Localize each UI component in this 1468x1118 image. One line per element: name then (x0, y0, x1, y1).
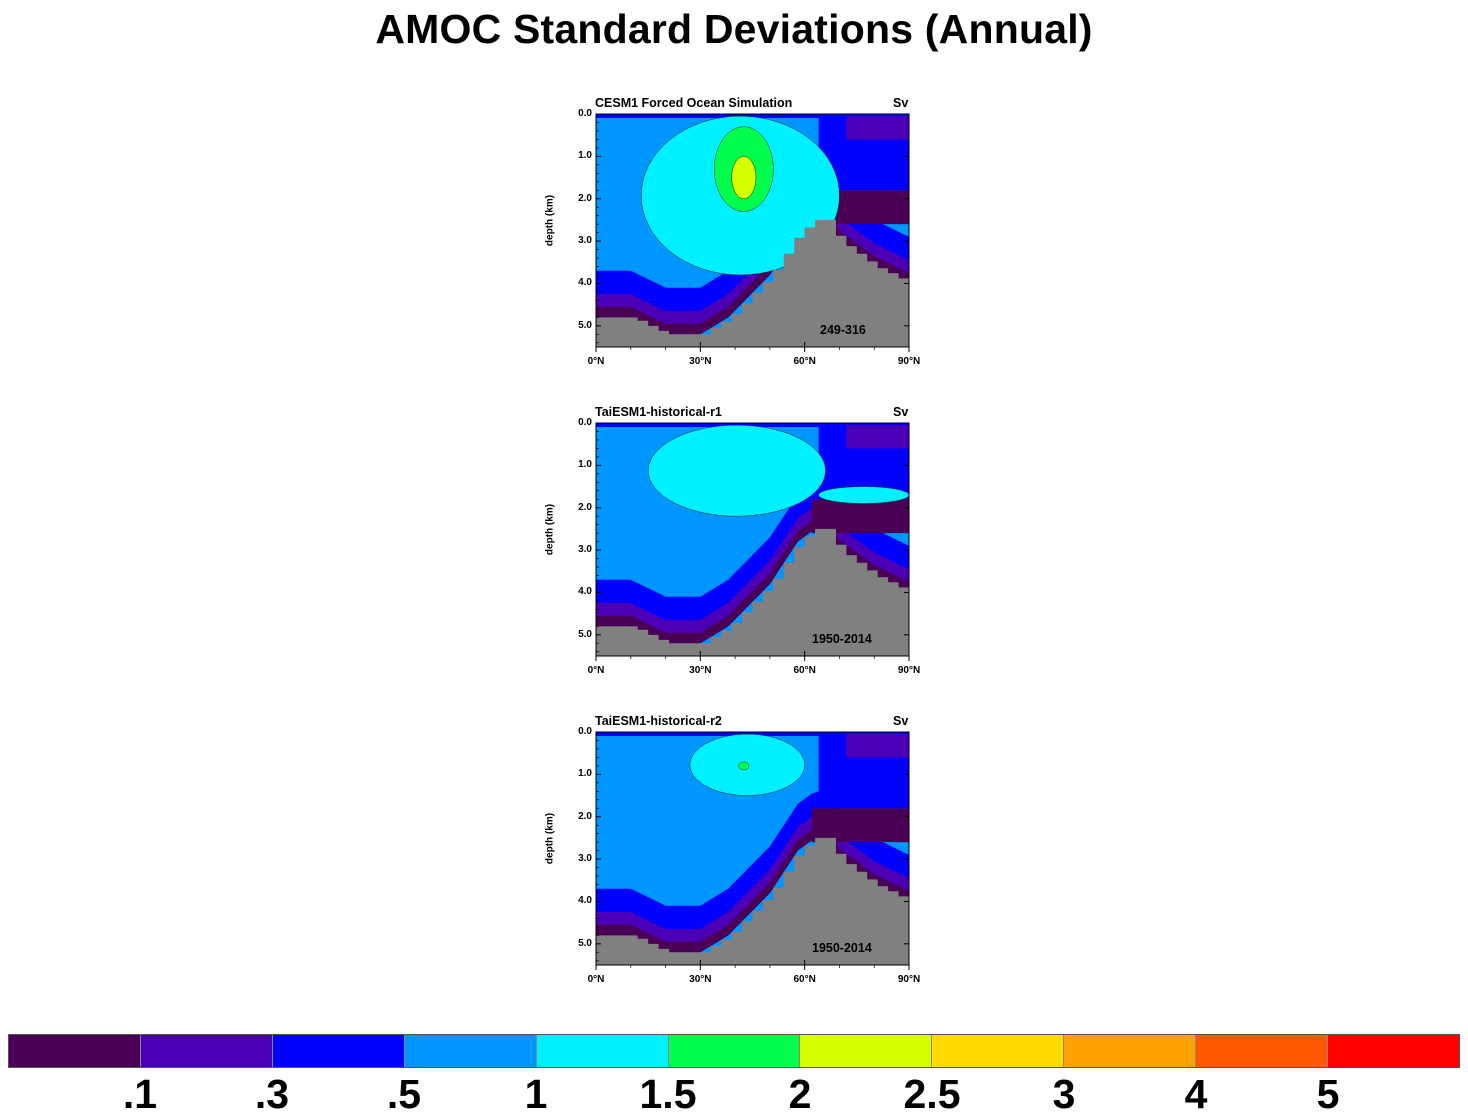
xtick-label: 60°N (793, 974, 816, 985)
colorbar-box (272, 1035, 405, 1067)
xtick-label: 0°N (587, 356, 605, 367)
ytick-label: 1.0 (578, 459, 592, 471)
ytick-label: 4.0 (578, 586, 592, 598)
north-deep-block (811, 499, 909, 534)
panel-years: 1950-2014 (812, 632, 872, 646)
colorbar-box (932, 1035, 1065, 1067)
north-surface-block (846, 425, 909, 449)
y-axis-label: depth (km) (544, 194, 556, 247)
north-deep-block (811, 808, 909, 843)
ytick-label: 2.0 (578, 192, 592, 204)
colorbar-box (9, 1035, 141, 1067)
colorbar-box (404, 1035, 537, 1067)
ytick-label: 0.0 (578, 417, 592, 428)
xtick-label: 30°N (689, 356, 712, 367)
xtick-label: 30°N (689, 974, 712, 985)
colorbar-label: 5 (1316, 1071, 1340, 1117)
bathymetry-land (596, 219, 909, 347)
contour-plot (595, 731, 910, 970)
y-axis-label-wrap: depth (km) (540, 472, 560, 592)
panel-units: Sv (893, 96, 909, 110)
panel-units: Sv (893, 405, 909, 419)
contour-plot (595, 113, 910, 352)
surface-band (596, 114, 909, 118)
ytick-label: 4.0 (578, 277, 592, 289)
contour-region-1 (738, 761, 750, 771)
xtick-label: 90°N (897, 665, 921, 676)
y-axis-label: depth (km) (544, 503, 556, 556)
colorbar-label: 4 (1184, 1071, 1208, 1117)
plot-frame (595, 731, 910, 966)
colorbar-label: 2 (788, 1071, 812, 1117)
colorbar (8, 1034, 1460, 1068)
colorbar-label: 1 (524, 1071, 548, 1117)
panel-years: 249-316 (820, 323, 866, 337)
colorbar-box (1196, 1035, 1329, 1067)
colorbar-box (1328, 1035, 1459, 1067)
contour-region-2 (731, 156, 757, 199)
xtick-label: 90°N (897, 356, 921, 367)
colorbar-label: .5 (386, 1071, 422, 1117)
contour-region-1 (818, 486, 910, 504)
panel-units: Sv (893, 714, 909, 728)
ytick-label: 0.0 (578, 726, 592, 737)
north-surface-block (846, 734, 909, 758)
colorbar-label: 1.5 (639, 1071, 697, 1117)
ytick-label: 3.0 (578, 544, 592, 556)
chart-panel-taiesm1-r2: 0.0 1.0 2.0 3.0 4.0 5.0 0°N 30°N 60°N 90°N TaiESM1… (540, 714, 940, 1021)
ytick-label: 2.0 (578, 501, 592, 513)
ytick-label: 1.0 (578, 768, 592, 780)
chart-panel-taiesm1-r1: 0.0 1.0 2.0 3.0 4.0 5.0 0°N 30°N 60°N 90°N TaiESM1… (540, 405, 940, 712)
colorbar-label: 2.5 (903, 1071, 961, 1117)
colorbar-label: 3 (1052, 1071, 1076, 1117)
xtick-label: 60°N (793, 665, 816, 676)
colorbar-box (1064, 1035, 1197, 1067)
surface-band (596, 423, 909, 427)
ytick-label: 5.0 (578, 937, 592, 949)
colorbar-box (140, 1035, 273, 1067)
panel-title: TaiESM1-historical-r1 (595, 405, 722, 419)
xtick-label: 0°N (587, 974, 605, 985)
y-axis-label-wrap: depth (km) (540, 781, 560, 901)
panel-years: 1950-2014 (812, 941, 872, 955)
colorbar-label: .1 (122, 1071, 158, 1117)
xtick-label: 90°N (897, 974, 921, 985)
plot-frame (595, 113, 910, 348)
panel-title: CESM1 Forced Ocean Simulation (595, 96, 793, 110)
xtick-label: 60°N (793, 356, 816, 367)
colorbar-box (536, 1035, 669, 1067)
plot-frame (595, 422, 910, 657)
figure-title: AMOC Standard Deviations (Annual) (375, 6, 1093, 52)
contour-plot (595, 422, 910, 661)
bathymetry-land (596, 837, 909, 965)
panel-title: TaiESM1-historical-r2 (595, 714, 722, 728)
xtick-label: 0°N (587, 665, 605, 676)
colorbar-box (800, 1035, 933, 1067)
ytick-label: 0.0 (578, 108, 592, 119)
colorbar-label: .3 (254, 1071, 290, 1117)
bathymetry-land (596, 528, 909, 656)
contour-region-0 (647, 424, 826, 517)
ytick-label: 3.0 (578, 235, 592, 247)
ytick-label: 3.0 (578, 853, 592, 865)
y-axis-label: depth (km) (544, 812, 556, 865)
ytick-label: 5.0 (578, 319, 592, 331)
chart-panel-cesm1: 0.0 1.0 2.0 3.0 4.0 5.0 0°N 30°N 60°N 90°N CESM1 F… (540, 96, 940, 403)
north-surface-block (846, 116, 909, 140)
ytick-label: 1.0 (578, 150, 592, 162)
ytick-label: 4.0 (578, 895, 592, 907)
ytick-label: 5.0 (578, 628, 592, 640)
ytick-label: 2.0 (578, 810, 592, 822)
xtick-label: 30°N (689, 665, 712, 676)
colorbar-box (668, 1035, 801, 1067)
y-axis-label-wrap: depth (km) (540, 163, 560, 283)
